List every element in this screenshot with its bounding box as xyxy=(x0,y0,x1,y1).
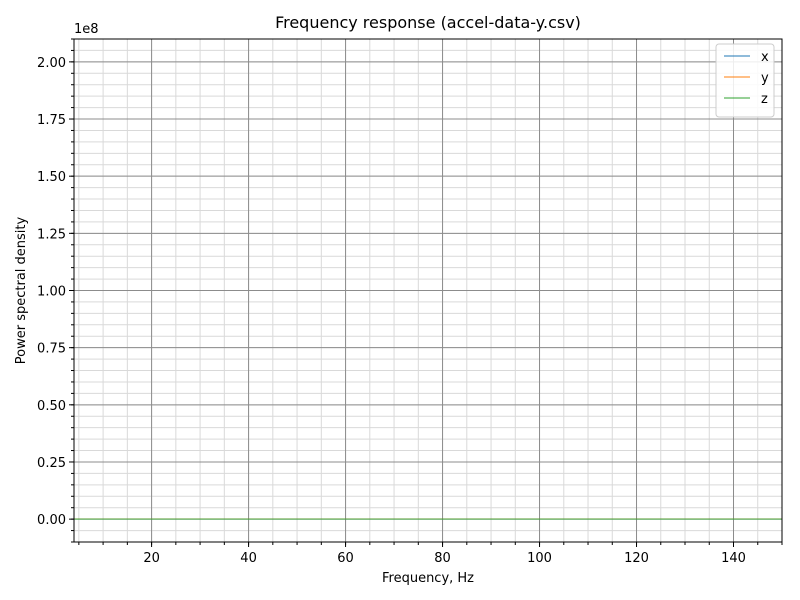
legend: xyz xyxy=(715,43,775,118)
chart-title: Frequency response (accel-data-y.csv) xyxy=(275,13,581,32)
x-tick-label: 20 xyxy=(143,551,160,566)
x-tick-label: 40 xyxy=(240,551,257,566)
x-tick-label: 120 xyxy=(624,551,649,566)
legend-label-z: z xyxy=(761,92,768,107)
y-tick-label: 0.75 xyxy=(37,342,66,357)
y-tick-label: 1.25 xyxy=(37,227,66,242)
y-axis-label: Power spectral density xyxy=(14,216,29,364)
y-axis-scale-label: 1e8 xyxy=(74,22,99,37)
y-tick-label: 0.50 xyxy=(37,399,66,414)
x-tick-label: 100 xyxy=(527,551,552,566)
y-tick-label: 1.50 xyxy=(37,170,66,185)
x-tick-label: 140 xyxy=(721,551,746,566)
y-tick-label: 0.25 xyxy=(37,456,66,471)
x-axis-label: Frequency, Hz xyxy=(382,571,474,586)
legend-box xyxy=(715,43,775,118)
x-axis-ticks: 20 40 60 80 100 120 140 xyxy=(78,542,783,566)
y-tick-label: 1.75 xyxy=(37,113,66,128)
x-tick-label: 80 xyxy=(434,551,451,566)
y-axis-ticks: 0.00 0.25 0.50 0.75 1.00 1.25 1.50 1.75 2.00 xyxy=(37,38,74,543)
legend-label-x: x xyxy=(761,50,769,65)
y-tick-label: 2.00 xyxy=(37,56,66,71)
legend-label-y: y xyxy=(761,71,769,86)
x-tick-label: 60 xyxy=(337,551,354,566)
y-tick-label: 0.00 xyxy=(37,513,66,528)
y-tick-label: 1.00 xyxy=(37,285,66,300)
